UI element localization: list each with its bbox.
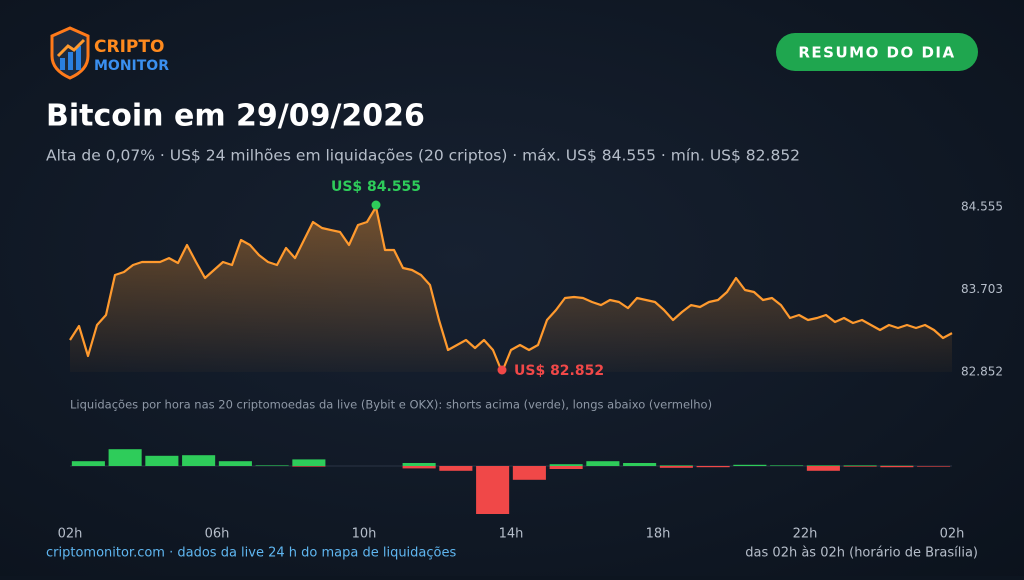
- x-tick-label: 02h: [58, 527, 83, 542]
- summary-button-label[interactable]: RESUMO DO DIA: [798, 44, 955, 62]
- liquidation-bar: [109, 449, 142, 466]
- liquidation-bar: [586, 461, 619, 466]
- brand-line2: MONITOR: [94, 58, 169, 74]
- liquidation-bar: [697, 466, 730, 467]
- x-tick-label: 02h: [940, 527, 965, 542]
- x-tick-label: 22h: [793, 527, 818, 542]
- liquidation-bar: [219, 461, 252, 466]
- footer-left: criptomonitor.com · dados da live 24 h d…: [46, 546, 456, 561]
- y-tick-label: 82.852: [961, 365, 1003, 379]
- liquidation-bar: [256, 465, 289, 466]
- liquidation-bar: [807, 466, 840, 471]
- min-label: US$ 82.852: [514, 363, 604, 379]
- liquidation-bar: [844, 465, 877, 466]
- brand-line1: CRIPTO: [94, 37, 164, 57]
- y-tick-label: 84.555: [961, 200, 1003, 214]
- liquidation-bar: [513, 466, 546, 480]
- liquidation-bar: [145, 456, 178, 466]
- x-tick-label: 06h: [205, 527, 230, 542]
- liquidation-bar: [917, 466, 950, 467]
- x-tick-label: 14h: [499, 527, 524, 542]
- chart-subtitle: Alta de 0,07% · US$ 24 milhões em liquid…: [46, 147, 800, 165]
- liquidation-bar: [550, 464, 583, 466]
- liquidation-bar: [733, 465, 766, 466]
- liquidation-bar: [292, 466, 325, 467]
- liquidation-bar: [550, 466, 583, 469]
- liquidation-bar: [439, 466, 472, 471]
- liquidation-bar: [844, 466, 877, 467]
- y-tick-label: 83.703: [961, 282, 1003, 296]
- chart-title: Bitcoin em 29/09/2026: [46, 99, 425, 134]
- liquidation-bar: [807, 465, 840, 466]
- min-marker: [498, 366, 507, 375]
- liquidation-bar: [880, 466, 913, 467]
- liquidation-bar: [182, 455, 215, 466]
- liquidation-bar: [403, 466, 436, 468]
- liquidation-bar: [476, 466, 509, 514]
- liquidation-bar: [660, 465, 693, 466]
- liquidation-bar: [292, 459, 325, 466]
- liquidation-bar: [623, 463, 656, 466]
- x-tick-label: 10h: [352, 527, 377, 542]
- logo-icon: [52, 28, 88, 78]
- liquidation-bar: [72, 461, 105, 466]
- bar-caption: Liquidações por hora nas 20 criptomoedas…: [70, 398, 712, 412]
- x-tick-label: 18h: [646, 527, 671, 542]
- footer-right: das 02h às 02h (horário de Brasília): [745, 546, 978, 561]
- max-label: US$ 84.555: [331, 179, 421, 195]
- liquidation-bar: [770, 465, 803, 466]
- liquidation-bar: [660, 466, 693, 468]
- liquidation-bar: [403, 463, 436, 466]
- max-marker: [372, 201, 381, 210]
